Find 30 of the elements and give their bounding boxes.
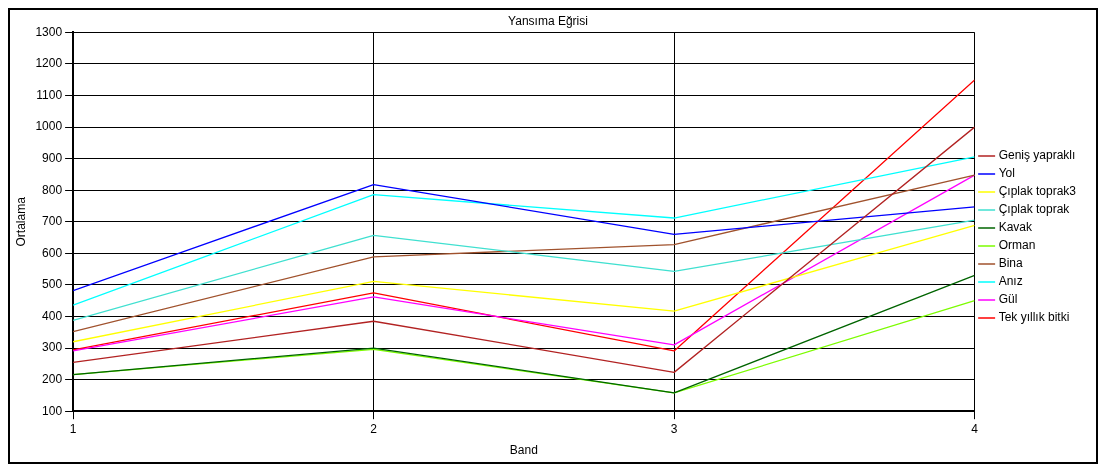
y-tick-label: 100 (42, 403, 63, 418)
x-tick-label: 4 (971, 421, 979, 436)
y-tick-label: 700 (42, 214, 63, 229)
y-tick-label: 600 (42, 245, 63, 260)
x-tick-label: 2 (370, 421, 378, 436)
y-tick-label: 900 (42, 150, 63, 165)
chart-title: Yansıma Eğrisi (508, 13, 588, 28)
y-tick-label: 1200 (35, 56, 63, 71)
legend-label: Tek yıllık bitki (998, 310, 1070, 325)
legend-label: Bina (998, 256, 1023, 271)
y-tick-label: 1100 (36, 87, 63, 102)
y-tick-label: 1000 (35, 119, 63, 134)
legend-label: Yol (998, 166, 1015, 181)
legend-label: Geniş yapraklı (998, 148, 1076, 163)
y-tick-label: 800 (42, 182, 63, 197)
x-tick-label: 1 (69, 421, 77, 436)
y-tick-label: 200 (42, 371, 63, 386)
y-tick-label: 300 (42, 340, 63, 355)
y-tick-label: 1300 (35, 24, 63, 39)
legend-label: Orman (998, 238, 1036, 253)
legend-label: Çıplak toprak3 (998, 184, 1077, 199)
legend-label: Gül (998, 292, 1018, 307)
y-axis-title: Ortalama (13, 196, 28, 247)
y-tick-label: 400 (42, 308, 63, 323)
x-axis-title: Band (509, 443, 538, 458)
y-tick-label: 500 (42, 277, 63, 292)
legend-label: Anız (998, 274, 1023, 289)
x-tick-label: 3 (670, 421, 678, 436)
legend-label: Kavak (998, 220, 1033, 235)
legend-label: Çıplak toprak (998, 202, 1071, 217)
